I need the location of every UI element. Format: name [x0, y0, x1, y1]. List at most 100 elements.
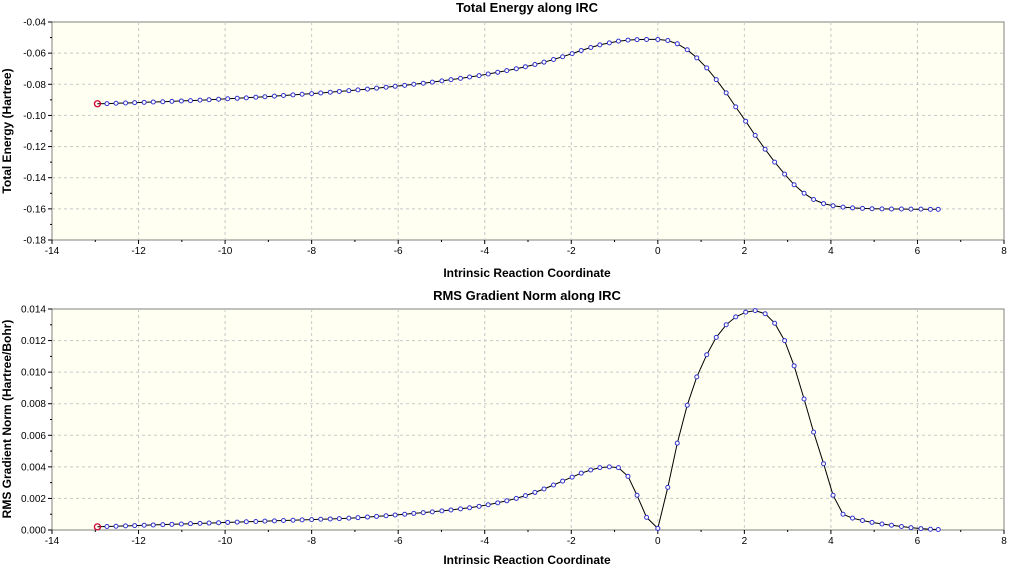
- gradient-point[interactable]: [674, 440, 680, 446]
- gradient-point[interactable]: [898, 524, 904, 530]
- gradient-point[interactable]: [411, 510, 417, 516]
- gradient-point[interactable]: [801, 396, 807, 402]
- energy-point[interactable]: [271, 93, 277, 99]
- energy-point[interactable]: [606, 40, 612, 46]
- gradient-point[interactable]: [694, 374, 700, 380]
- energy-point[interactable]: [655, 36, 661, 42]
- energy-point[interactable]: [597, 42, 603, 48]
- energy-point[interactable]: [918, 206, 924, 212]
- energy-point[interactable]: [383, 84, 389, 90]
- energy-point[interactable]: [752, 132, 758, 138]
- gradient-point[interactable]: [234, 519, 240, 525]
- gradient-point[interactable]: [908, 525, 914, 531]
- energy-point[interactable]: [448, 77, 454, 83]
- energy-point-current[interactable]: [93, 100, 102, 108]
- energy-point[interactable]: [551, 57, 557, 63]
- gradient-point[interactable]: [869, 519, 875, 525]
- energy-point[interactable]: [364, 86, 370, 92]
- energy-point[interactable]: [821, 201, 827, 207]
- gradient-point[interactable]: [327, 516, 333, 522]
- gradient-point[interactable]: [644, 514, 650, 520]
- energy-point[interactable]: [309, 91, 315, 97]
- gradient-point[interactable]: [216, 520, 222, 526]
- energy-point[interactable]: [234, 95, 240, 101]
- gradient-point[interactable]: [504, 498, 510, 504]
- gradient-point[interactable]: [588, 467, 594, 473]
- energy-point[interactable]: [935, 206, 941, 212]
- energy-point[interactable]: [801, 190, 807, 196]
- energy-point[interactable]: [374, 85, 380, 91]
- energy-point[interactable]: [299, 91, 305, 97]
- gradient-point[interactable]: [281, 518, 287, 524]
- energy-point[interactable]: [355, 87, 361, 93]
- energy-point[interactable]: [791, 182, 797, 188]
- gradient-point[interactable]: [476, 503, 482, 509]
- gradient-point-current[interactable]: [93, 523, 102, 531]
- energy-point[interactable]: [262, 94, 268, 100]
- energy-point[interactable]: [402, 82, 408, 88]
- energy-point[interactable]: [634, 37, 640, 43]
- energy-point[interactable]: [733, 104, 739, 110]
- gradient-point[interactable]: [782, 338, 788, 344]
- energy-point[interactable]: [336, 88, 342, 94]
- gradient-point[interactable]: [160, 522, 166, 528]
- gradient-point[interactable]: [383, 513, 389, 519]
- gradient-point[interactable]: [811, 429, 817, 435]
- energy-point[interactable]: [704, 65, 710, 71]
- gradient-point[interactable]: [355, 515, 361, 521]
- gradient-point[interactable]: [495, 500, 501, 506]
- energy-point[interactable]: [178, 98, 184, 104]
- gradient-point[interactable]: [206, 520, 212, 526]
- energy-point[interactable]: [927, 206, 933, 212]
- energy-point[interactable]: [569, 51, 575, 57]
- energy-point[interactable]: [674, 41, 680, 47]
- energy-point[interactable]: [772, 159, 778, 165]
- gradient-point[interactable]: [448, 507, 454, 513]
- energy-point[interactable]: [113, 100, 119, 106]
- energy-point[interactable]: [197, 97, 203, 103]
- energy-point[interactable]: [644, 36, 650, 42]
- gradient-point[interactable]: [485, 502, 491, 508]
- gradient-point[interactable]: [888, 522, 894, 528]
- energy-point[interactable]: [216, 96, 222, 102]
- energy-point[interactable]: [762, 146, 768, 152]
- energy-point[interactable]: [429, 79, 435, 85]
- energy-point[interactable]: [169, 98, 175, 104]
- gradient-point[interactable]: [859, 518, 865, 524]
- gradient-point[interactable]: [457, 506, 463, 512]
- energy-point[interactable]: [123, 100, 129, 106]
- energy-point[interactable]: [411, 81, 417, 87]
- gradient-point[interactable]: [569, 474, 575, 480]
- gradient-point[interactable]: [346, 515, 352, 521]
- gradient-point[interactable]: [392, 512, 398, 518]
- energy-point[interactable]: [160, 99, 166, 105]
- gradient-point[interactable]: [625, 473, 631, 479]
- gradient-point[interactable]: [429, 509, 435, 515]
- energy-point[interactable]: [541, 59, 547, 65]
- energy-point[interactable]: [615, 38, 621, 44]
- energy-point[interactable]: [206, 97, 212, 103]
- gradient-point[interactable]: [615, 465, 621, 471]
- energy-point[interactable]: [665, 38, 671, 44]
- energy-point[interactable]: [141, 99, 147, 105]
- energy-point[interactable]: [187, 98, 193, 104]
- gradient-point[interactable]: [522, 493, 528, 499]
- energy-point[interactable]: [811, 197, 817, 203]
- energy-point[interactable]: [104, 101, 110, 107]
- gradient-point[interactable]: [850, 515, 856, 521]
- gradient-point[interactable]: [402, 511, 408, 517]
- energy-point[interactable]: [457, 75, 463, 81]
- gradient-point[interactable]: [634, 492, 640, 498]
- gradient-point[interactable]: [187, 521, 193, 527]
- gradient-point[interactable]: [733, 314, 739, 320]
- energy-point[interactable]: [439, 78, 445, 84]
- energy-point[interactable]: [898, 206, 904, 212]
- gradient-point[interactable]: [578, 470, 584, 476]
- energy-point[interactable]: [908, 206, 914, 212]
- gradient-point[interactable]: [935, 527, 941, 533]
- gradient-point[interactable]: [551, 482, 557, 488]
- gradient-point[interactable]: [560, 478, 566, 484]
- gradient-point[interactable]: [655, 525, 661, 531]
- gradient-point[interactable]: [253, 518, 259, 524]
- gradient-point[interactable]: [178, 521, 184, 527]
